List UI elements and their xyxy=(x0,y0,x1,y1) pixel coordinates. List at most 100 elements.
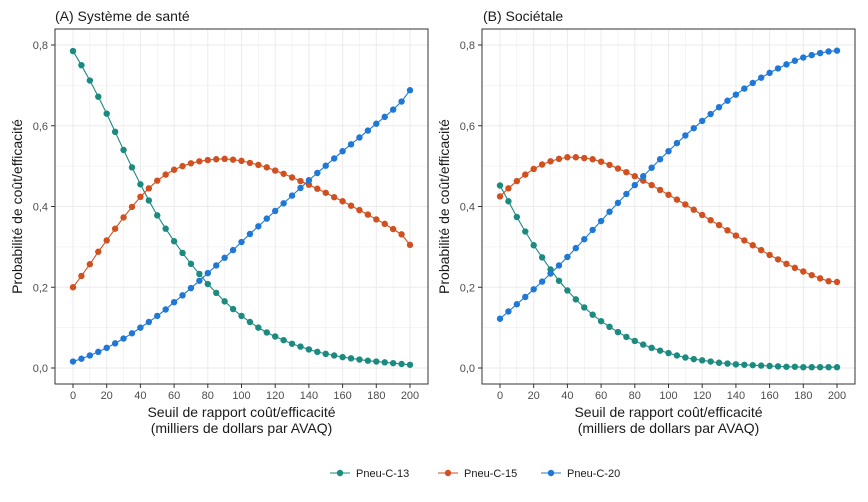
legend-key-point xyxy=(336,469,344,477)
data-point-pneu-c-20 xyxy=(356,134,363,141)
data-point-pneu-c-15 xyxy=(381,220,388,228)
data-point-pneu-c-15 xyxy=(816,275,824,282)
data-point-pneu-c-15 xyxy=(137,193,144,201)
data-point-pneu-c-15 xyxy=(656,186,664,194)
data-point-pneu-c-20 xyxy=(640,173,647,180)
data-point-pneu-c-13 xyxy=(339,353,346,361)
y-tick-label: 0,8 xyxy=(33,40,48,52)
data-point-pneu-c-15 xyxy=(741,237,748,244)
data-point-pneu-c-20 xyxy=(665,147,672,155)
axis-ticks: 0 20 40 60 80 100 120 140 160 180 200 0,0 0,2 0,4 0,6 0… xyxy=(33,40,419,402)
data-point-pneu-c-13 xyxy=(665,349,672,357)
data-point-pneu-c-13 xyxy=(656,347,664,354)
data-point-pneu-c-13 xyxy=(614,328,622,336)
data-point-pneu-c-20 xyxy=(513,301,521,308)
data-point-pneu-c-15 xyxy=(255,161,262,169)
data-point-pneu-c-13 xyxy=(631,337,638,345)
data-point-pneu-c-20 xyxy=(187,284,195,292)
data-point-pneu-c-13 xyxy=(322,350,329,358)
x-tick-label: 160 xyxy=(333,390,351,402)
data-point-pneu-c-13 xyxy=(825,363,832,371)
data-point-pneu-c-20 xyxy=(162,306,169,313)
data-point-pneu-c-13 xyxy=(597,317,605,325)
legend-item-pneu-c-20: Pneu-C-20 xyxy=(541,468,620,480)
x-tick-label: 80 xyxy=(629,390,641,402)
data-point-pneu-c-20 xyxy=(766,69,773,77)
data-point-pneu-c-13 xyxy=(530,242,537,249)
data-point-pneu-c-15 xyxy=(648,181,655,189)
data-point-pneu-c-20 xyxy=(741,85,748,92)
y-tick-label: 0,0 xyxy=(33,363,48,375)
x-tick-label: 160 xyxy=(760,390,778,402)
data-point-pneu-c-13 xyxy=(749,361,756,369)
data-point-pneu-c-20 xyxy=(272,207,279,215)
x-tick-label: 0 xyxy=(497,390,503,402)
data-point-pneu-c-13 xyxy=(783,363,790,370)
data-point-pneu-c-13 xyxy=(640,341,647,348)
data-point-pneu-c-15 xyxy=(766,251,773,259)
data-point-pneu-c-20 xyxy=(145,318,153,326)
data-point-pneu-c-15 xyxy=(496,193,504,200)
data-point-pneu-c-15 xyxy=(229,156,237,163)
data-point-pneu-c-20 xyxy=(196,277,203,284)
data-point-pneu-c-20 xyxy=(791,57,799,64)
legend-label: Pneu-C-20 xyxy=(567,468,620,480)
data-point-pneu-c-20 xyxy=(69,358,77,365)
data-point-pneu-c-20 xyxy=(204,269,211,277)
data-point-pneu-c-15 xyxy=(589,156,596,163)
panel-title: (B) Sociétale xyxy=(483,8,563,24)
data-point-pneu-c-13 xyxy=(187,260,195,268)
data-point-pneu-c-20 xyxy=(589,226,596,234)
data-point-pneu-c-20 xyxy=(800,54,807,61)
data-point-pneu-c-15 xyxy=(196,158,203,165)
data-point-pneu-c-13 xyxy=(128,164,136,171)
data-point-pneu-c-20 xyxy=(623,190,630,198)
data-point-pneu-c-15 xyxy=(800,268,807,275)
data-point-pneu-c-15 xyxy=(364,211,372,218)
data-point-pneu-c-15 xyxy=(406,241,414,249)
data-point-pneu-c-15 xyxy=(640,177,647,184)
x-axis-title: Seuil de rapport coût/efficacité xyxy=(574,404,762,420)
data-point-pneu-c-13 xyxy=(213,289,220,297)
x-axis-subtitle: (milliers de dollars par AVAQ) xyxy=(578,420,760,436)
data-point-pneu-c-15 xyxy=(749,242,756,249)
data-point-pneu-c-20 xyxy=(682,132,689,139)
data-point-pneu-c-20 xyxy=(154,312,161,320)
data-point-pneu-c-20 xyxy=(597,217,605,225)
data-point-pneu-c-15 xyxy=(373,216,380,223)
data-point-pneu-c-13 xyxy=(724,360,731,367)
data-point-pneu-c-13 xyxy=(741,361,748,368)
data-point-pneu-c-15 xyxy=(707,217,714,224)
data-point-pneu-c-15 xyxy=(555,155,563,163)
data-point-pneu-c-20 xyxy=(690,124,697,132)
data-point-pneu-c-20 xyxy=(238,238,245,246)
x-axis-subtitle: (milliers de dollars par AVAQ) xyxy=(151,420,333,436)
data-point-pneu-c-13 xyxy=(272,333,279,340)
data-point-pneu-c-20 xyxy=(364,127,372,134)
y-tick-label: 0,8 xyxy=(460,40,475,52)
data-point-pneu-c-13 xyxy=(398,360,405,368)
data-point-pneu-c-15 xyxy=(213,156,220,163)
legend-item-pneu-c-13: Pneu-C-13 xyxy=(330,468,409,480)
data-point-pneu-c-13 xyxy=(288,340,296,347)
data-point-pneu-c-20 xyxy=(170,298,178,306)
data-point-pneu-c-13 xyxy=(314,348,321,356)
data-point-pneu-c-13 xyxy=(522,228,529,235)
data-point-pneu-c-15 xyxy=(623,168,630,176)
data-point-pneu-c-13 xyxy=(255,324,262,331)
data-point-pneu-c-15 xyxy=(732,232,740,239)
data-point-pneu-c-20 xyxy=(808,51,815,59)
x-tick-label: 60 xyxy=(168,390,180,402)
data-point-pneu-c-15 xyxy=(128,203,136,211)
data-point-pneu-c-15 xyxy=(145,185,153,192)
axis-ticks: 0 20 40 60 80 100 120 140 160 180 200 0,0 0,2 0,4 0,6 0… xyxy=(460,40,846,402)
data-point-pneu-c-20 xyxy=(330,155,338,162)
data-point-pneu-c-13 xyxy=(623,333,630,341)
series-layer xyxy=(69,47,414,368)
data-point-pneu-c-20 xyxy=(86,352,94,359)
data-point-pneu-c-20 xyxy=(314,169,321,177)
data-point-pneu-c-20 xyxy=(406,87,414,94)
x-tick-label: 100 xyxy=(232,390,250,402)
data-point-pneu-c-13 xyxy=(69,47,77,55)
